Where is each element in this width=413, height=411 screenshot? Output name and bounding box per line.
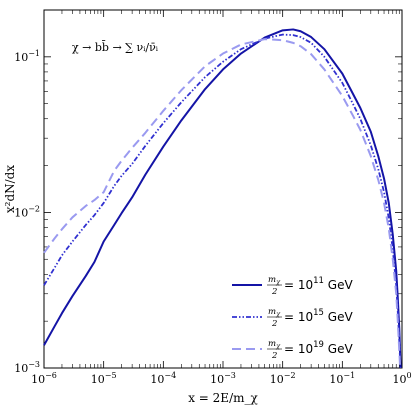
x-tick-label: 10−6 bbox=[31, 371, 57, 386]
series-line-1 bbox=[43, 28, 402, 369]
legend-entry-3: mχ2 = 1019 GeV bbox=[232, 339, 353, 361]
y-tick-label: 10−2 bbox=[14, 204, 40, 219]
legend-entry-2: mχ2 = 1015 GeV bbox=[232, 307, 353, 329]
legend-frac-denominator: 2 bbox=[271, 287, 277, 297]
x-tick-label: 10−1 bbox=[329, 371, 355, 386]
x-tick-label: 10−2 bbox=[270, 371, 296, 386]
legend-frac-numerator: mχ bbox=[268, 339, 281, 350]
series-layer bbox=[43, 28, 402, 369]
legend-frac-denominator: 2 bbox=[271, 319, 277, 329]
x-tick-label: 100 bbox=[392, 371, 411, 386]
x-axis-label: x = 2E/m_χ bbox=[188, 391, 258, 405]
y-axis-ticks: 10−3 10−2 10−1 bbox=[14, 9, 402, 375]
legend-label: = 1011 GeV bbox=[284, 276, 353, 292]
legend-frac-numerator: mχ bbox=[268, 307, 281, 318]
legend-label: = 1019 GeV bbox=[284, 340, 353, 356]
y-tick-label: 10−1 bbox=[14, 49, 40, 64]
legend-frac-numerator: mχ bbox=[268, 275, 281, 286]
series-line-3 bbox=[43, 38, 402, 369]
x-tick-label: 10−4 bbox=[150, 371, 176, 386]
legend-entry-1: mχ2 = 1011 GeV bbox=[232, 275, 353, 297]
x-tick-label: 10−5 bbox=[91, 371, 117, 386]
x-tick-label: 10−3 bbox=[210, 371, 236, 386]
x-axis-ticks: 10−6 10−5 10−4 10−3 10−2 10−1 100 bbox=[31, 10, 412, 386]
y-axis-label: x²dN/dx bbox=[3, 165, 17, 213]
y-tick-label: 10−3 bbox=[14, 360, 40, 375]
series-line-2 bbox=[43, 33, 402, 369]
chart-annotation: χ → bb̄ → ∑ νᵢ/ν̄ᵢ bbox=[72, 41, 159, 54]
legend-label: = 1015 GeV bbox=[284, 308, 353, 324]
legend-frac-denominator: 2 bbox=[271, 351, 277, 361]
